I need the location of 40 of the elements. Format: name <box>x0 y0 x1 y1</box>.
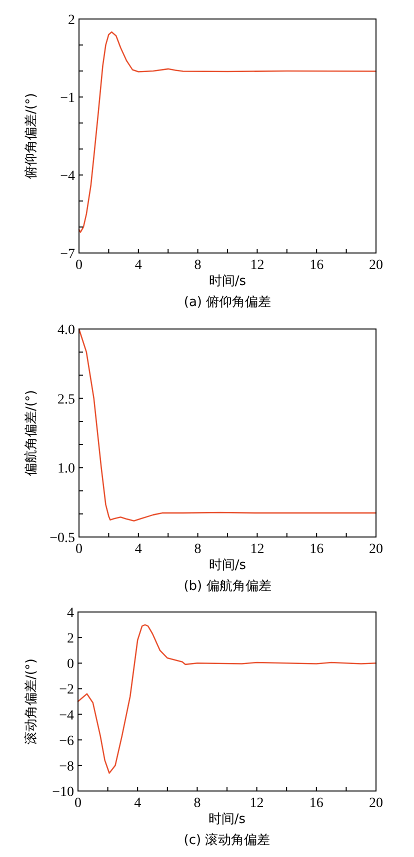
x-tick-label: 12 <box>250 258 264 273</box>
y-tick-label: −4 <box>60 169 75 184</box>
x-tick-label: 8 <box>194 542 202 557</box>
x-axis-title: 时间/s <box>208 812 246 827</box>
y-tick-label: −2 <box>59 682 74 698</box>
y-tick-label: 0 <box>67 657 74 672</box>
x-tick-label: 16 <box>310 542 324 557</box>
x-axis-title: 时间/s <box>208 274 246 289</box>
y-tick-label: −10 <box>52 785 74 800</box>
y-axis-title: 滚动角偏差/(°) <box>24 658 39 745</box>
y-tick-label: 1.0 <box>58 462 75 477</box>
text: (a) 俯仰角偏差 <box>184 295 272 310</box>
y-tick-label: −0.5 <box>50 531 75 546</box>
y-tick-label: 2 <box>68 13 75 28</box>
text: (c) 滚动角偏差 <box>184 833 270 848</box>
x-tick-label: 16 <box>309 796 324 811</box>
y-tick-label: −7 <box>60 247 75 262</box>
x-tick-label: 20 <box>369 542 383 557</box>
y-tick-label: 2.5 <box>58 392 75 408</box>
x-tick-label: 8 <box>194 796 201 811</box>
x-tick-label: 4 <box>134 258 142 273</box>
y-tick-label: 2 <box>67 632 74 647</box>
x-tick-label: 20 <box>369 796 383 811</box>
x-tick-label: 20 <box>369 258 383 273</box>
x-tick-label: 16 <box>310 258 324 273</box>
y-tick-label: −4 <box>59 708 74 724</box>
y-tick-label: 4.0 <box>58 323 75 338</box>
y-tick-label: 4 <box>67 606 74 621</box>
x-tick-label: 4 <box>134 542 142 557</box>
x-tick-label: 12 <box>250 796 264 811</box>
x-tick-label: 12 <box>250 542 264 557</box>
text: (b) 偏航角偏差 <box>184 579 272 594</box>
y-axis-title: 偏航角偏差/(°) <box>24 390 39 476</box>
x-tick-label: 8 <box>194 258 202 273</box>
x-axis-title: 时间/s <box>208 558 246 573</box>
y-axis-title: 俯仰角偏差/(°) <box>24 92 39 180</box>
x-tick-label: 4 <box>134 796 142 811</box>
y-tick-label: −1 <box>60 91 75 106</box>
y-tick-label: −8 <box>59 759 74 774</box>
y-tick-label: −6 <box>59 734 74 749</box>
